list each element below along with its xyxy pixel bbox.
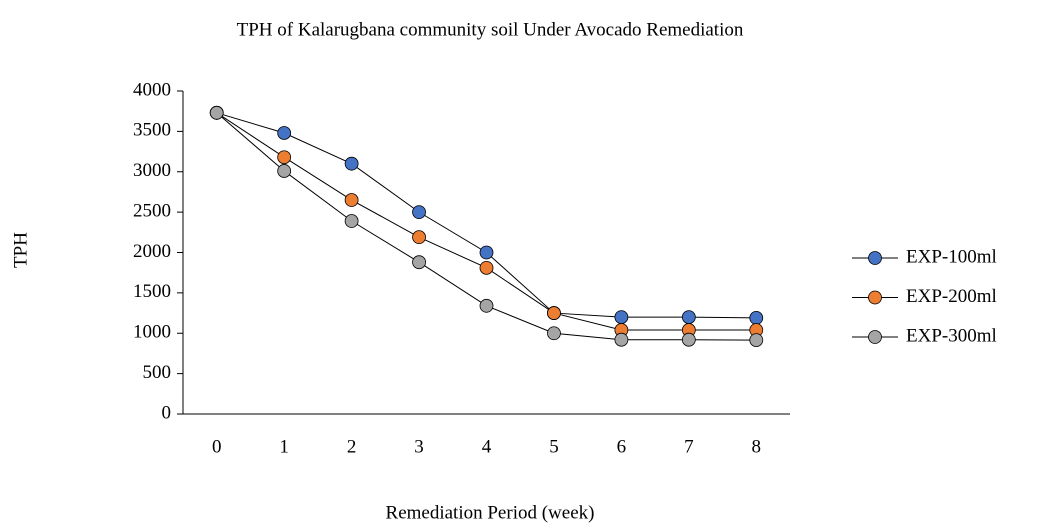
data-point: [749, 311, 764, 325]
y-tick-label: 4000: [133, 79, 171, 100]
x-tick-label: 7: [684, 436, 694, 457]
legend-marker: [868, 251, 882, 265]
chart-title: TPH of Kalarugbana community soil Under …: [237, 19, 744, 40]
data-point: [547, 326, 561, 341]
data-point: [277, 164, 292, 178]
data-point: [614, 332, 629, 347]
y-tick-label: 1500: [133, 281, 171, 302]
data-point: [479, 245, 494, 260]
x-tick-label: 1: [279, 436, 289, 457]
data-point: [412, 205, 426, 220]
legend-label: EXP-300ml: [906, 325, 997, 346]
y-tick-label: 3500: [133, 120, 171, 141]
data-point: [277, 126, 292, 140]
legend-label: EXP-200ml: [906, 286, 997, 307]
y-tick-label: 2000: [133, 241, 171, 262]
legend-marker: [868, 290, 882, 305]
data-point: [547, 306, 561, 320]
y-tick-label: 3000: [133, 160, 171, 181]
series-line: [216, 112, 757, 331]
x-axis-label: Remediation Period (week): [386, 502, 595, 523]
data-point: [479, 260, 494, 275]
data-point: [209, 105, 224, 120]
data-point: [479, 298, 494, 313]
x-tick-label: 4: [482, 436, 492, 457]
y-tick-label: 2500: [133, 200, 171, 221]
x-tick-label: 0: [212, 436, 222, 457]
data-point: [681, 332, 696, 347]
data-point: [344, 156, 359, 171]
data-point: [412, 255, 426, 270]
x-tick-label: 2: [347, 436, 357, 457]
x-tick-label: 6: [617, 436, 627, 457]
x-tick-label: 5: [549, 436, 559, 457]
data-point: [614, 310, 629, 325]
legend-marker: [868, 330, 882, 344]
legend-label: EXP-100ml: [906, 246, 997, 267]
data-point: [277, 150, 292, 165]
y-tick-label: 0: [162, 402, 172, 423]
y-axis-label: TPH: [10, 232, 31, 268]
data-point: [412, 230, 426, 245]
y-tick-label: 1000: [133, 322, 171, 343]
data-point: [344, 193, 359, 207]
x-tick-label: 3: [414, 436, 424, 457]
data-point: [749, 333, 764, 348]
data-point: [681, 310, 696, 325]
y-tick-label: 500: [143, 362, 172, 383]
data-point: [344, 214, 359, 228]
x-tick-label: 8: [752, 436, 762, 457]
series-line: [216, 112, 757, 319]
